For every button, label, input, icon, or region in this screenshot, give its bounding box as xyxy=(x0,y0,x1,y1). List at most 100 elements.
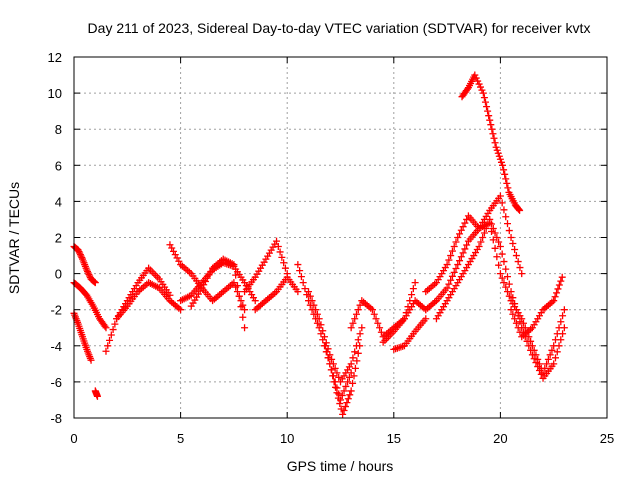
data-point xyxy=(294,261,302,269)
data-point xyxy=(351,315,359,323)
data-point xyxy=(481,98,489,106)
data-point xyxy=(452,238,460,246)
series-midday-c xyxy=(187,255,249,332)
data-point xyxy=(111,320,119,328)
data-point xyxy=(494,149,502,157)
data-point xyxy=(411,279,419,287)
data-point xyxy=(336,400,344,408)
series-rise-c xyxy=(432,215,568,382)
data-point xyxy=(502,213,510,221)
data-point xyxy=(356,301,364,309)
data-point xyxy=(516,264,524,272)
data-point xyxy=(169,247,177,255)
data-point xyxy=(340,387,348,395)
data-point xyxy=(358,324,366,332)
data-point xyxy=(339,410,347,418)
data-point xyxy=(515,206,523,214)
data-point xyxy=(306,292,314,300)
data-point xyxy=(237,297,245,305)
data-point xyxy=(485,112,493,120)
data-point xyxy=(554,285,562,293)
series-peak xyxy=(458,71,524,214)
data-point xyxy=(313,319,321,327)
data-point xyxy=(408,291,416,299)
data-point xyxy=(321,333,329,341)
data-point xyxy=(251,297,259,305)
data-point xyxy=(454,261,462,269)
data-point xyxy=(511,300,519,308)
data-point xyxy=(514,312,522,320)
data-point xyxy=(505,292,513,300)
data-point xyxy=(323,348,331,356)
data-point xyxy=(478,86,486,94)
data-point xyxy=(109,326,117,334)
data-point xyxy=(511,315,519,323)
data-point xyxy=(87,356,95,364)
data-point xyxy=(503,179,511,187)
data-point xyxy=(471,71,479,79)
data-point xyxy=(173,254,181,262)
data-point xyxy=(447,252,455,260)
series-morning-b xyxy=(113,279,185,323)
data-point xyxy=(349,319,357,327)
data-point xyxy=(498,199,506,207)
data-point xyxy=(91,279,99,287)
data-point xyxy=(235,292,243,300)
chart-title: Day 211 of 2023, Sidereal Day-to-day VTE… xyxy=(88,20,591,36)
data-point xyxy=(177,306,185,314)
data-point xyxy=(527,346,535,354)
data-point xyxy=(484,107,492,115)
data-point xyxy=(457,226,465,234)
data-point xyxy=(241,306,249,314)
series-isolated-1 xyxy=(91,387,101,400)
data-point xyxy=(493,234,501,241)
data-point xyxy=(496,270,504,278)
data-point xyxy=(166,241,174,249)
data-point xyxy=(509,240,517,248)
data-point xyxy=(505,227,513,235)
data-point xyxy=(315,315,323,323)
data-point xyxy=(537,370,545,378)
data-point xyxy=(345,373,353,381)
data-point xyxy=(106,336,114,344)
series-morning-a xyxy=(102,264,174,355)
data-point xyxy=(477,83,485,91)
data-point xyxy=(104,342,112,350)
data-point xyxy=(502,283,510,291)
data-point xyxy=(504,184,512,192)
data-point xyxy=(349,354,357,362)
data-point xyxy=(278,253,286,261)
data-point xyxy=(84,269,92,277)
data-point xyxy=(86,272,94,280)
data-point xyxy=(479,234,487,241)
data-point xyxy=(368,306,376,314)
x-tick-label: 0 xyxy=(70,431,77,446)
data-point xyxy=(351,348,359,356)
data-point xyxy=(504,273,512,281)
series-early-low xyxy=(70,309,95,364)
data-point xyxy=(310,301,318,309)
series-rise-b xyxy=(422,219,568,377)
data-point xyxy=(475,80,483,88)
data-point xyxy=(74,246,82,254)
data-point xyxy=(308,297,316,305)
data-point xyxy=(495,261,503,269)
data-point xyxy=(500,258,508,266)
data-point xyxy=(273,237,281,245)
data-point xyxy=(516,318,524,326)
data-point xyxy=(543,360,551,368)
data-point xyxy=(374,319,382,327)
data-point xyxy=(332,383,340,391)
data-point xyxy=(509,294,517,302)
data-point xyxy=(354,349,362,357)
series-late-morning-b xyxy=(251,273,302,314)
data-point xyxy=(514,258,522,266)
data-point xyxy=(491,229,499,237)
data-point xyxy=(305,288,313,296)
data-point xyxy=(422,315,430,323)
data-point xyxy=(495,152,503,160)
data-point xyxy=(496,155,504,163)
data-point xyxy=(525,342,533,350)
data-point xyxy=(445,280,453,288)
data-point xyxy=(344,378,352,386)
